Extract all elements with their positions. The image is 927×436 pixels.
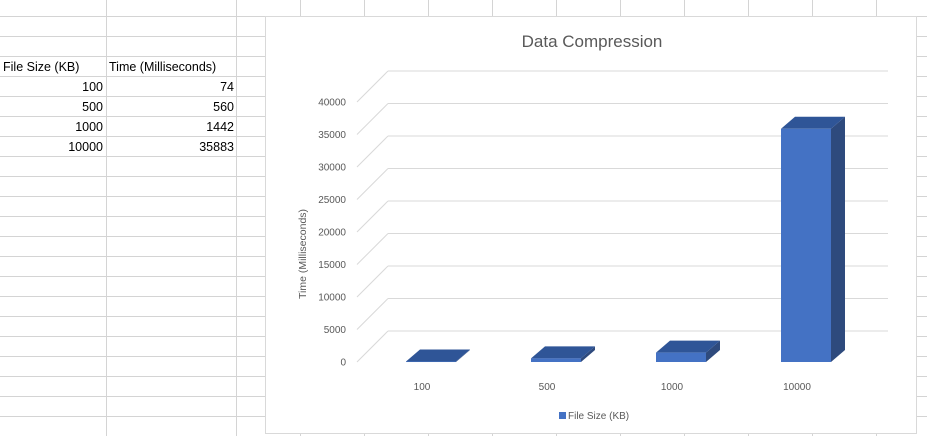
bar-side[interactable]: [706, 340, 720, 362]
x-axis-ticks: 100 500 1000 10000: [414, 382, 812, 393]
y-tick-label: 35000: [318, 130, 346, 141]
column-chart[interactable]: Data Compression Time (Milliseconds) 0 50…: [266, 17, 916, 433]
gridline-depth: [356, 168, 389, 200]
y-tick-label: 30000: [318, 163, 346, 174]
y-tick-label: 20000: [318, 228, 346, 239]
bar-top[interactable]: [406, 349, 470, 362]
gridline-depth: [356, 103, 389, 135]
cell-file-size[interactable]: 10000: [68, 140, 103, 154]
x-tick-label: 1000: [661, 382, 684, 393]
gridline-depth: [356, 298, 389, 330]
bar-side[interactable]: [831, 116, 845, 362]
x-tick-label: 500: [539, 382, 556, 393]
cell-time[interactable]: 1442: [206, 120, 234, 134]
gridline-depth: [356, 70, 389, 103]
cell-time[interactable]: 35883: [199, 140, 234, 154]
cell-time[interactable]: 74: [220, 80, 234, 94]
bar-side[interactable]: [581, 346, 595, 362]
y-tick-label: 15000: [318, 260, 346, 271]
bar[interactable]: [656, 352, 706, 362]
bar-top[interactable]: [781, 116, 845, 129]
y-axis-title[interactable]: Time (Milliseconds): [297, 209, 309, 299]
chart-title[interactable]: Data Compression: [522, 32, 663, 51]
gridline-depth: [356, 233, 389, 265]
gridline-depth: [356, 135, 389, 168]
cell-file-size[interactable]: 100: [82, 80, 103, 94]
legend[interactable]: File Size (KB): [559, 411, 629, 422]
cell-file-size[interactable]: 500: [82, 100, 103, 114]
cell-time[interactable]: 560: [213, 100, 234, 114]
y-tick-label: 10000: [318, 293, 346, 304]
x-tick-label: 10000: [783, 382, 811, 393]
bar[interactable]: [781, 128, 831, 362]
gridline-depth: [356, 200, 389, 233]
legend-swatch: [559, 412, 566, 419]
y-axis-ticks: 0 5000 10000 15000 20000 25000 30000 35000 40000: [318, 98, 346, 369]
cell-file-size[interactable]: 1000: [75, 120, 103, 134]
y-tick-label: 0: [340, 358, 346, 369]
chart-area[interactable]: Data Compression Time (Milliseconds) 0 50…: [265, 16, 917, 434]
legend-label: File Size (KB): [568, 411, 629, 422]
gridline-depth: [356, 330, 389, 363]
bars: [406, 116, 845, 363]
header-file-size[interactable]: File Size (KB): [3, 60, 80, 74]
y-tick-label: 5000: [324, 325, 347, 336]
bar[interactable]: [531, 358, 581, 362]
header-time[interactable]: Time (Milliseconds): [109, 60, 217, 74]
bar[interactable]: [406, 361, 456, 363]
gridline-depth: [356, 265, 389, 298]
bar-side[interactable]: [456, 349, 470, 362]
bar-top[interactable]: [656, 340, 720, 353]
y-tick-label: 40000: [318, 98, 346, 109]
y-tick-label: 25000: [318, 195, 346, 206]
x-tick-label: 100: [414, 382, 431, 393]
bar-top[interactable]: [531, 346, 595, 359]
